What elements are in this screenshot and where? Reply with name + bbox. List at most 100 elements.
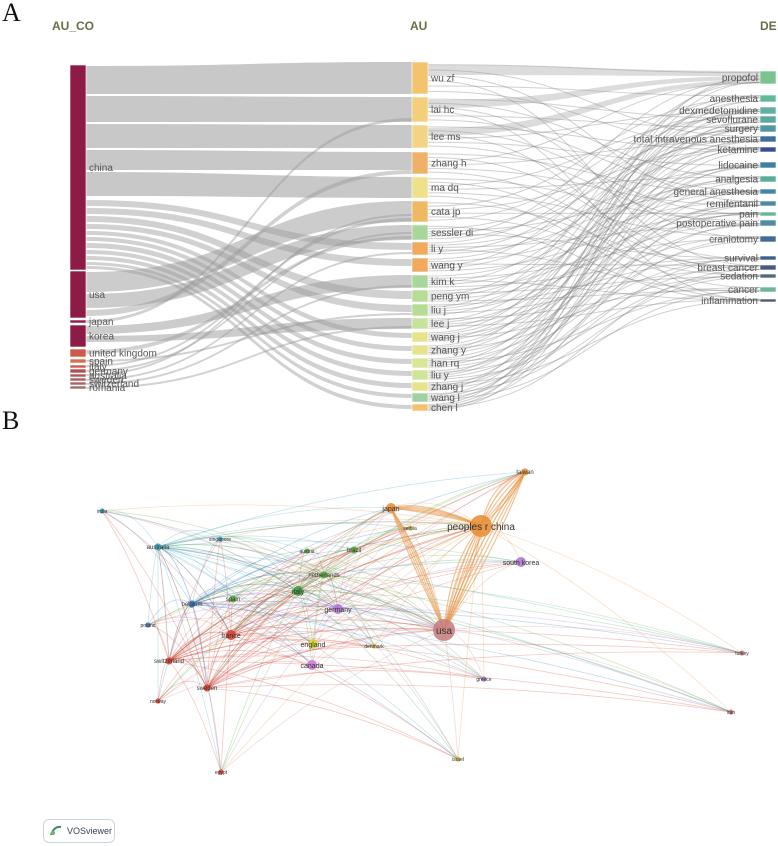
network-edge — [168, 631, 232, 662]
flow-author-keyword — [427, 165, 761, 298]
flow-author-keyword — [427, 85, 761, 97]
network-edge — [191, 593, 339, 610]
author-node-zhang-h — [411, 151, 429, 175]
network-edge — [157, 521, 482, 548]
flow-author-keyword — [427, 115, 761, 129]
network-edge — [230, 574, 325, 636]
network-edge — [157, 546, 445, 631]
network-edge — [443, 625, 743, 654]
keyword-label-total-intravenous-anesthesia: total intravenous anesthesia — [633, 135, 758, 146]
network-edge — [157, 529, 221, 548]
keyword-label-propofol: propofol — [722, 73, 758, 84]
network-edge — [230, 525, 482, 636]
network-edge — [191, 588, 234, 605]
network-edge — [147, 623, 170, 662]
network-edge — [206, 687, 222, 773]
network-edge — [390, 507, 445, 631]
country-node-romania — [69, 385, 87, 390]
network-edge — [157, 471, 526, 548]
node-england — [308, 639, 318, 649]
node-label-poland: poland — [140, 623, 155, 629]
keyword-label-lidocaine: lidocaine — [719, 161, 759, 172]
network-edge — [373, 525, 482, 647]
author-node-wang-y — [411, 257, 429, 273]
network-edge — [230, 527, 411, 636]
header-country: AU_CO — [52, 19, 94, 33]
network-edge — [337, 608, 459, 760]
keyword-label-sedation: sedation — [720, 272, 758, 283]
flow-country-author — [86, 231, 412, 338]
flow-author-keyword — [427, 240, 761, 368]
flow-author-keyword — [427, 166, 761, 360]
network-edge — [219, 538, 232, 636]
flow-author-keyword — [427, 157, 761, 260]
network-edge — [206, 608, 339, 689]
flow-author-keyword — [427, 90, 761, 149]
network-edge — [147, 602, 339, 626]
network-edge — [232, 581, 299, 600]
network-edge — [312, 623, 445, 645]
flow-author-keyword — [427, 237, 761, 384]
network-edge — [168, 574, 325, 662]
flow-author-keyword — [427, 213, 761, 337]
country-node-sweden — [69, 377, 87, 382]
node-label-greece: greece — [476, 677, 492, 683]
network-edge — [157, 546, 234, 600]
flow-country-author — [86, 200, 412, 250]
network-edge — [191, 525, 482, 605]
network-edge — [219, 518, 482, 540]
flow-author-keyword — [427, 95, 761, 375]
network-edge — [191, 603, 313, 666]
author-node-wu-zf — [411, 61, 429, 95]
network-edge — [337, 608, 743, 654]
flow-author-keyword — [427, 81, 761, 406]
network-edge — [157, 546, 222, 773]
flow-country-author — [86, 118, 412, 323]
network-edge — [191, 550, 308, 605]
node-greece — [481, 676, 487, 682]
flow-country-author — [86, 124, 412, 148]
network-edge — [206, 590, 299, 689]
node-india — [99, 508, 105, 514]
network-edge — [157, 544, 325, 576]
flow-author-keyword — [427, 195, 761, 300]
author-label-peng-ym: peng ym — [431, 292, 469, 303]
network-edge — [157, 634, 232, 702]
network-edge — [101, 510, 170, 662]
network-edge — [168, 598, 234, 662]
flow-country-author — [86, 250, 412, 376]
flow-country-author — [86, 218, 412, 367]
network-edge — [157, 535, 355, 551]
flow-author-keyword — [427, 171, 761, 270]
network-edge — [230, 626, 314, 645]
node-label-sweden: sweden — [197, 686, 218, 692]
network-edge — [230, 634, 485, 680]
network-edge — [206, 687, 459, 760]
network-edge — [443, 629, 732, 713]
network-edge — [443, 471, 526, 631]
flow-author-keyword — [427, 140, 761, 310]
keyword-node-ketamine — [759, 146, 777, 153]
flow-author-keyword — [427, 80, 761, 267]
network-edge — [168, 550, 308, 662]
network-edge — [297, 471, 526, 592]
country-node-italy — [69, 364, 87, 369]
flow-author-keyword — [427, 97, 761, 334]
node-switzerland — [165, 657, 173, 665]
network-edge — [297, 590, 445, 631]
flow-author-keyword — [427, 64, 761, 74]
network-edge — [311, 574, 325, 666]
author-node-sessler-di — [411, 224, 429, 241]
author-label-zhang-j: zhang j — [431, 382, 463, 393]
network-edge — [230, 590, 299, 636]
network-edge — [191, 525, 482, 605]
network-edge — [101, 510, 445, 631]
network-edge — [230, 605, 339, 636]
node-label-serbia: serbia — [403, 526, 417, 532]
network-edge — [206, 538, 221, 689]
network-edge — [157, 546, 743, 654]
flow-author-keyword — [427, 100, 761, 410]
flow-author-keyword — [427, 168, 761, 206]
network-edge — [157, 546, 170, 662]
author-label-ma-dq: ma dq — [431, 183, 459, 194]
